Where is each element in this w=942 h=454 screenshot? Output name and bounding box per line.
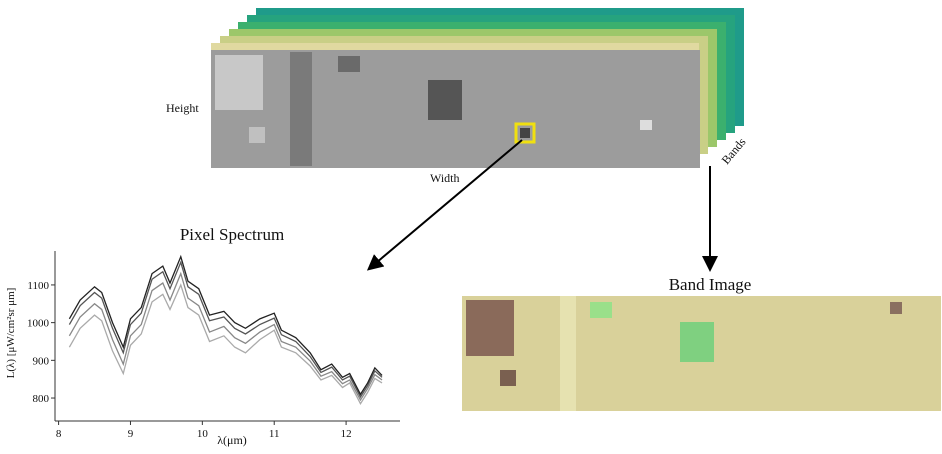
y-axis-label: L(λ) [μW/cm²sr μm] [5, 288, 17, 379]
band-image-title: Band Image [669, 275, 752, 294]
x-tick-label: 10 [197, 428, 209, 440]
x-tick-label: 8 [56, 428, 62, 440]
x-axis-label: λ(μm) [217, 433, 247, 447]
x-tick-label: 12 [341, 428, 352, 440]
x-tick-label: 11 [269, 428, 280, 440]
spectrum-title: Pixel Spectrum [180, 225, 284, 244]
figure: Height Width Bands Pixel Spectrum Band I… [0, 0, 942, 449]
y-tick-label: 900 [33, 355, 50, 367]
x-tick-label: 9 [128, 428, 134, 440]
y-tick-label: 1000 [27, 318, 50, 330]
height-label: Height [166, 101, 199, 115]
band-stack [211, 8, 744, 168]
y-tick-label: 800 [33, 393, 50, 405]
width-label: Width [430, 171, 460, 185]
spectrum-line [69, 257, 382, 395]
spectrum-line [69, 285, 382, 404]
y-tick-label: 1100 [27, 280, 49, 292]
band-image [462, 296, 941, 411]
